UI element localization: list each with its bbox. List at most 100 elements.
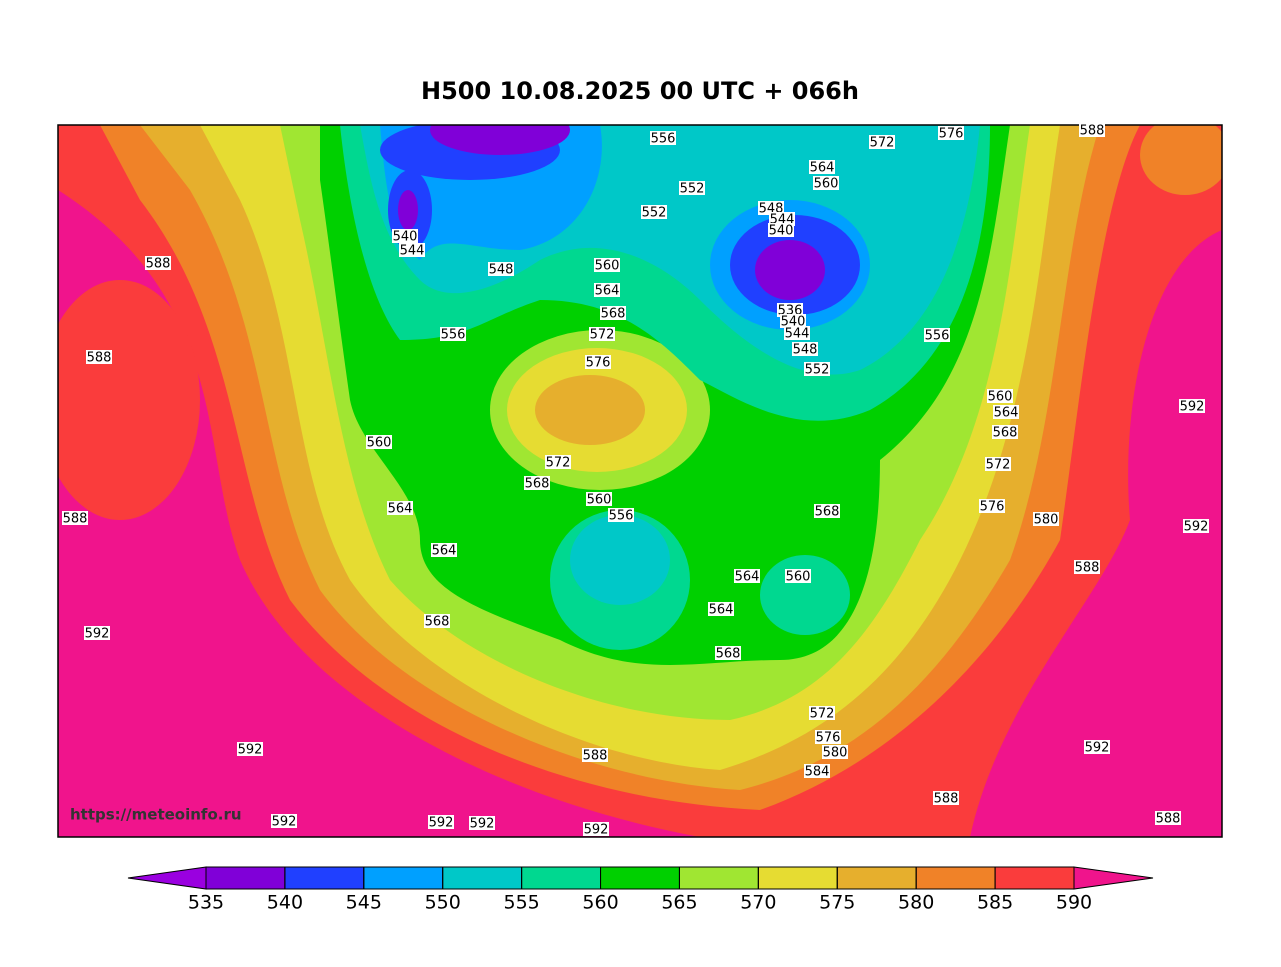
contour-label: 588	[87, 351, 112, 366]
map-fill	[58, 125, 1222, 837]
contour-label-box	[987, 389, 1013, 403]
contour-label: 556	[609, 509, 634, 524]
contour-label: 552	[680, 182, 705, 197]
contour-label: 572	[870, 136, 895, 151]
contour-label: 592	[238, 743, 263, 758]
contour-label: 564	[432, 544, 457, 559]
contour-label-box	[924, 328, 950, 342]
contour-label: 592	[1085, 741, 1110, 756]
contour-label: 592	[272, 815, 297, 830]
contour-label-box	[708, 602, 734, 616]
contour-label: 572	[986, 458, 1011, 473]
contour-label-box	[815, 730, 841, 744]
colorbar-tick-label: 585	[977, 892, 1013, 914]
contour-label-box	[1033, 512, 1059, 526]
contour-label: 576	[586, 356, 611, 371]
contour-label-box	[1183, 519, 1209, 533]
contour-label-box	[62, 511, 88, 525]
contour-label: 592	[85, 627, 110, 642]
contour-label-box	[813, 176, 839, 190]
contour-label: 556	[441, 328, 466, 343]
contour-label: 568	[525, 477, 550, 492]
contour-label: 572	[590, 328, 615, 343]
contour-label: 592	[429, 816, 454, 831]
contour-label: 564	[994, 406, 1019, 421]
colorbar-swatch	[600, 866, 680, 890]
contour-label-box	[785, 569, 811, 583]
colorbar-tick-label: 550	[425, 892, 461, 914]
contour-label-box	[985, 457, 1011, 471]
contour-label: 552	[805, 363, 830, 378]
contour-label-box	[792, 342, 818, 356]
contour-label-box	[679, 181, 705, 195]
contour-label-box	[869, 135, 895, 149]
colorbar-swatch	[205, 866, 286, 890]
contour-label-box	[809, 706, 835, 720]
contour-label-box	[992, 425, 1018, 439]
contour-label: 560	[367, 436, 392, 451]
contour-label: 552	[642, 206, 667, 221]
colorbar-tick-label: 540	[267, 892, 303, 914]
colorbar-tick-label: 575	[819, 892, 855, 914]
contour-label: 564	[709, 603, 734, 618]
map-frame	[57, 124, 1223, 838]
contour-label: 592	[470, 817, 495, 832]
contour-label: 540	[393, 230, 418, 245]
contour-label-box	[822, 745, 848, 759]
contour-label: 560	[595, 259, 620, 274]
contour-label: 544	[785, 327, 810, 342]
contour-label-box	[86, 350, 112, 364]
contour-label-box	[589, 327, 615, 341]
colorbar-swatch	[442, 866, 523, 890]
contour-label: 592	[584, 823, 609, 838]
contour-label-box	[586, 492, 612, 506]
contour-label-box	[933, 791, 959, 805]
contour-label: 572	[546, 456, 571, 471]
contour-label: 568	[425, 615, 450, 630]
contour-label-box	[488, 262, 514, 276]
contour-label-box	[387, 501, 413, 515]
contour-label-box	[431, 543, 457, 557]
contour-label-box	[758, 201, 784, 215]
contour-label: 556	[925, 329, 950, 344]
contour-label-box	[84, 626, 110, 640]
contour-label: 588	[1080, 124, 1105, 139]
contour-label: 564	[388, 502, 413, 517]
contour-label-box	[650, 131, 676, 145]
contour-label-box	[993, 405, 1019, 419]
contour-label: 564	[595, 284, 620, 299]
contour-label: 560	[786, 570, 811, 585]
colorbar-tick-label: 555	[504, 892, 540, 914]
colorbar-extend-low	[127, 866, 207, 890]
contour-label: 580	[823, 746, 848, 761]
contour-label-box	[594, 258, 620, 272]
contour-label: 556	[651, 132, 676, 147]
colorbar-tick-label: 580	[898, 892, 934, 914]
contour-label-box	[545, 455, 571, 469]
contour-label: 544	[400, 244, 425, 259]
contour-label-box	[582, 748, 608, 762]
contour-label: 568	[815, 505, 840, 520]
contour-label-box	[428, 815, 454, 829]
contour-label-box	[769, 212, 795, 226]
contour-label-box	[1084, 740, 1110, 754]
contour-label: 568	[993, 426, 1018, 441]
contour-label-box	[1074, 560, 1100, 574]
colorbar-swatch	[836, 866, 917, 890]
contour-label-box	[814, 504, 840, 518]
colorbar-swatch	[678, 866, 759, 890]
contour-label-box	[583, 822, 609, 836]
contour-label-box	[1179, 399, 1205, 413]
contour-label: 572	[810, 707, 835, 722]
contour-label: 564	[810, 161, 835, 176]
colorbar-tick-label: 560	[582, 892, 618, 914]
contour-label: 588	[583, 749, 608, 764]
contour-label-box	[440, 327, 466, 341]
contour-label-box	[784, 326, 810, 340]
contour-label-box	[237, 742, 263, 756]
contour-label: 588	[63, 512, 88, 527]
colorbar: 535 540 545 550 555 560 565 570 575 580 585 590	[127, 866, 1154, 914]
contour-label-box	[777, 303, 803, 317]
